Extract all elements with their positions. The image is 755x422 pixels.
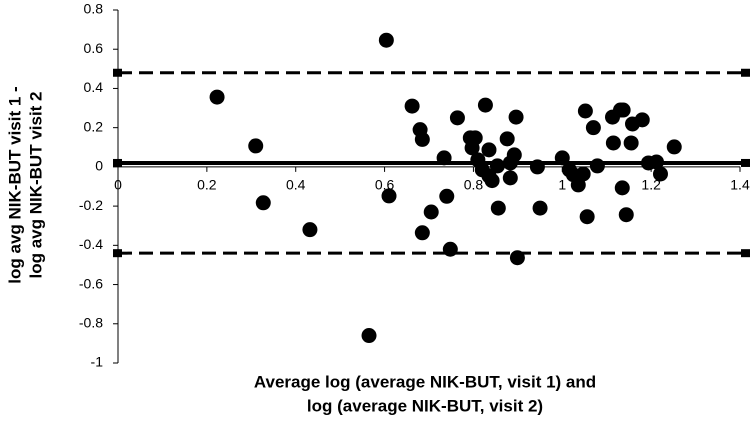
y-tick-label: 0.4 — [84, 79, 104, 95]
point — [652, 166, 668, 182]
point — [464, 140, 480, 156]
point — [508, 109, 524, 125]
point — [623, 135, 639, 151]
point — [618, 207, 634, 223]
y-axis-title: log avg NIK-BUT visit 1 - — [5, 86, 24, 283]
point — [499, 131, 515, 147]
x-axis-title: log (average NIK-BUT, visit 2) — [307, 396, 543, 415]
point — [209, 89, 225, 105]
x-tick-label: 0.8 — [464, 177, 484, 193]
point — [490, 200, 506, 216]
x-tick-label: 1.4 — [730, 177, 750, 193]
point — [509, 250, 525, 266]
x-tick-label: 1.2 — [641, 177, 661, 193]
point — [634, 112, 650, 128]
point — [481, 142, 497, 158]
y-tick-label: 0.6 — [84, 40, 104, 56]
point — [575, 166, 591, 182]
point — [615, 102, 631, 118]
line-marker — [741, 68, 750, 77]
point — [302, 222, 318, 238]
point — [439, 188, 455, 204]
point — [605, 135, 621, 151]
x-axis-title: Average log (average NIK-BUT, visit 1) a… — [254, 372, 596, 391]
y-tick-label: -0.4 — [79, 236, 103, 252]
point — [554, 150, 570, 166]
point — [579, 209, 595, 225]
line-marker — [741, 158, 750, 167]
point — [381, 188, 397, 204]
point — [502, 170, 518, 186]
point — [255, 195, 271, 211]
y-tick-label: -1 — [91, 354, 104, 370]
y-tick-label: 0.2 — [84, 118, 104, 134]
y-axis-title: log avg NIK-BUT visit 2 — [26, 91, 45, 278]
line-marker — [113, 249, 122, 258]
point — [414, 225, 430, 241]
point — [577, 103, 593, 119]
point — [414, 131, 430, 147]
point — [585, 120, 601, 136]
x-tick-label: 0.4 — [286, 177, 306, 193]
point — [361, 328, 377, 344]
point — [648, 154, 664, 170]
point — [404, 98, 420, 114]
line-marker — [741, 249, 750, 258]
point — [532, 200, 548, 216]
x-tick-label: 0.2 — [197, 177, 217, 193]
y-tick-label: 0 — [95, 158, 103, 174]
line-marker — [113, 68, 122, 77]
x-tick-label: 0 — [114, 177, 122, 193]
y-tick-label: 0.8 — [84, 1, 104, 17]
point — [506, 147, 522, 163]
y-tick-label: -0.2 — [79, 197, 103, 213]
x-tick-label: 1 — [558, 177, 566, 193]
point — [378, 32, 394, 48]
point — [449, 110, 465, 126]
point — [484, 173, 500, 189]
point — [248, 138, 264, 154]
y-tick-label: -0.6 — [79, 275, 103, 291]
point — [436, 150, 452, 166]
point — [477, 97, 493, 113]
line-marker — [113, 158, 122, 167]
point — [442, 241, 458, 257]
point — [614, 180, 630, 196]
point — [489, 158, 505, 174]
point — [666, 139, 682, 155]
point — [529, 159, 545, 175]
point — [589, 158, 605, 174]
point — [423, 204, 439, 220]
y-tick-label: -0.8 — [79, 314, 103, 330]
